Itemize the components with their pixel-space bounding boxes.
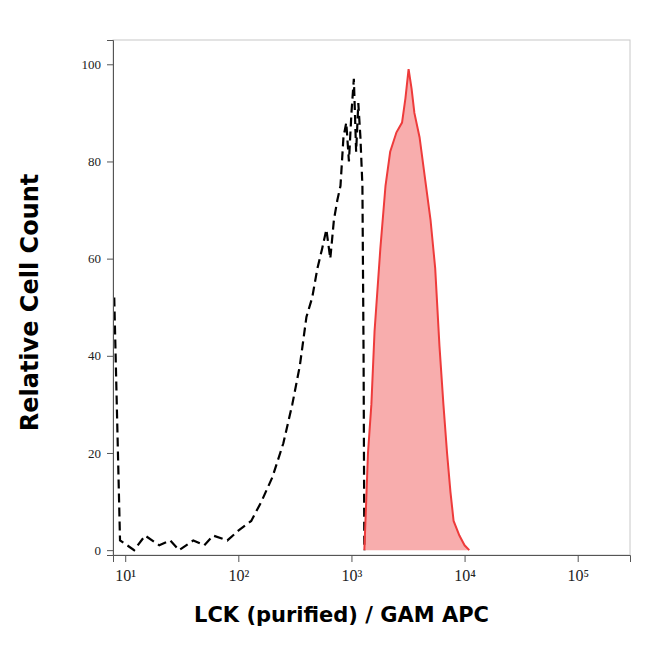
y-axis-title: Relative Cell Count — [16, 174, 44, 432]
x-axis-line — [114, 556, 631, 563]
plot: 10¹ 10² 10³ 10⁴ 10⁵ 0 20 40 60 80 100 — [82, 40, 631, 584]
y-axis: 0 20 40 60 80 100 — [82, 41, 114, 558]
y-tick: 80 — [88, 154, 113, 169]
y-tick-mark — [107, 259, 113, 260]
y-tick-label: 20 — [88, 446, 101, 461]
y-tick-mark — [107, 64, 113, 65]
y-tick: 100 — [82, 57, 114, 72]
x-tick: 10⁴ — [454, 555, 476, 584]
y-tick-label: 100 — [82, 57, 102, 72]
y-axis-line — [107, 41, 114, 556]
y-tick-label: 80 — [88, 154, 101, 169]
x-axis: 10¹ 10² 10³ 10⁴ 10⁵ — [114, 555, 631, 584]
y-tick-label: 0 — [95, 543, 102, 558]
plot-frame — [113, 40, 630, 555]
y-tick-label: 40 — [88, 348, 101, 363]
y-tick-mark — [107, 453, 113, 454]
x-tick-label: 10² — [228, 567, 249, 584]
y-tick: 20 — [88, 446, 113, 461]
x-tick: 10⁵ — [567, 555, 589, 584]
y-tick: 40 — [88, 348, 113, 363]
x-tick: 10¹ — [115, 555, 136, 584]
histogram-line — [364, 69, 469, 550]
x-tick-label: 10³ — [342, 567, 363, 584]
x-tick-label: 10¹ — [115, 567, 136, 584]
y-tick-mark — [107, 550, 113, 551]
histogram-area — [364, 69, 469, 550]
chart: 10¹ 10² 10³ 10⁴ 10⁵ 0 20 40 60 80 100 LCK (purified… — [0, 0, 650, 645]
y-tick-label: 60 — [88, 251, 101, 266]
x-axis-title: LCK (purified) / GAM APC — [194, 603, 489, 627]
x-tick-label: 10⁴ — [454, 567, 476, 584]
y-tick: 60 — [88, 251, 113, 266]
histogram-line — [114, 79, 364, 550]
x-tick-mark — [238, 555, 239, 562]
x-tick-mark — [125, 555, 126, 562]
x-tick: 10³ — [342, 555, 363, 584]
y-tick: 0 — [95, 543, 114, 558]
x-tick-mark — [578, 555, 579, 562]
x-tick-label: 10⁵ — [567, 567, 589, 584]
x-tick-mark — [351, 555, 352, 562]
y-tick-mark — [107, 356, 113, 357]
x-tick-mark — [465, 555, 466, 562]
x-tick: 10² — [228, 555, 249, 584]
marks — [114, 69, 469, 550]
y-tick-mark — [107, 161, 113, 162]
